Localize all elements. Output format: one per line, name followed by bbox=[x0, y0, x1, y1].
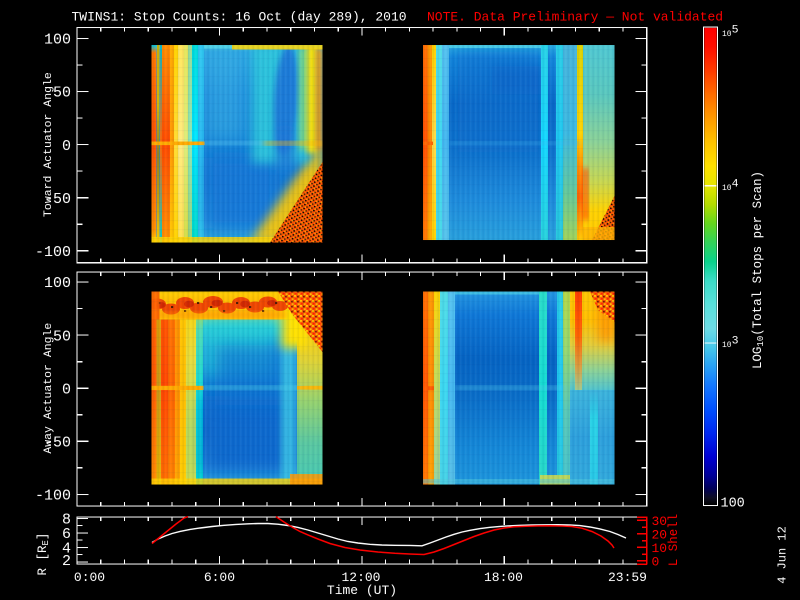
svg-text:Toward Actuator Angle: Toward Actuator Angle bbox=[42, 72, 55, 217]
svg-text:4 Jun 12: 4 Jun 12 bbox=[776, 526, 790, 584]
svg-text:0: 0 bbox=[652, 555, 660, 570]
svg-text:30: 30 bbox=[652, 514, 668, 529]
svg-text:12:00: 12:00 bbox=[342, 570, 381, 585]
svg-text:-100: -100 bbox=[35, 244, 71, 261]
svg-text:20: 20 bbox=[652, 528, 668, 543]
svg-text:6:00: 6:00 bbox=[204, 570, 235, 585]
svg-text:-50: -50 bbox=[44, 191, 71, 208]
svg-text:L Shell: L Shell bbox=[667, 514, 681, 566]
svg-text:LOG10(Total Stops per Scan): LOG10(Total Stops per Scan) bbox=[751, 171, 766, 369]
svg-text:2: 2 bbox=[62, 553, 71, 570]
svg-text:NOTE. Data Preliminary — Not v: NOTE. Data Preliminary — Not validated bbox=[427, 10, 723, 25]
svg-text:50: 50 bbox=[53, 328, 71, 345]
svg-text:8: 8 bbox=[62, 512, 71, 529]
svg-text:6: 6 bbox=[62, 526, 71, 543]
svg-text:100: 100 bbox=[44, 275, 71, 292]
svg-text:100: 100 bbox=[721, 496, 745, 511]
svg-text:0:00: 0:00 bbox=[74, 570, 105, 585]
svg-text:100: 100 bbox=[44, 32, 71, 49]
svg-text:Away Actuator Angle: Away Actuator Angle bbox=[42, 323, 55, 454]
svg-text:R [RE]: R [RE] bbox=[36, 533, 51, 576]
svg-text:TWINS1: Stop Counts: 16 Oct (d: TWINS1: Stop Counts: 16 Oct (day 289), 2… bbox=[72, 10, 407, 25]
svg-text:23:59: 23:59 bbox=[608, 570, 647, 585]
svg-text:-50: -50 bbox=[44, 434, 71, 451]
svg-text:0: 0 bbox=[62, 138, 71, 155]
svg-text:50: 50 bbox=[53, 85, 71, 102]
svg-text:-100: -100 bbox=[35, 488, 71, 505]
svg-text:18:00: 18:00 bbox=[484, 570, 523, 585]
svg-text:Time (UT): Time (UT) bbox=[327, 583, 397, 598]
svg-text:0: 0 bbox=[62, 381, 71, 398]
svg-text:4: 4 bbox=[62, 541, 71, 558]
svg-text:10: 10 bbox=[652, 541, 668, 556]
